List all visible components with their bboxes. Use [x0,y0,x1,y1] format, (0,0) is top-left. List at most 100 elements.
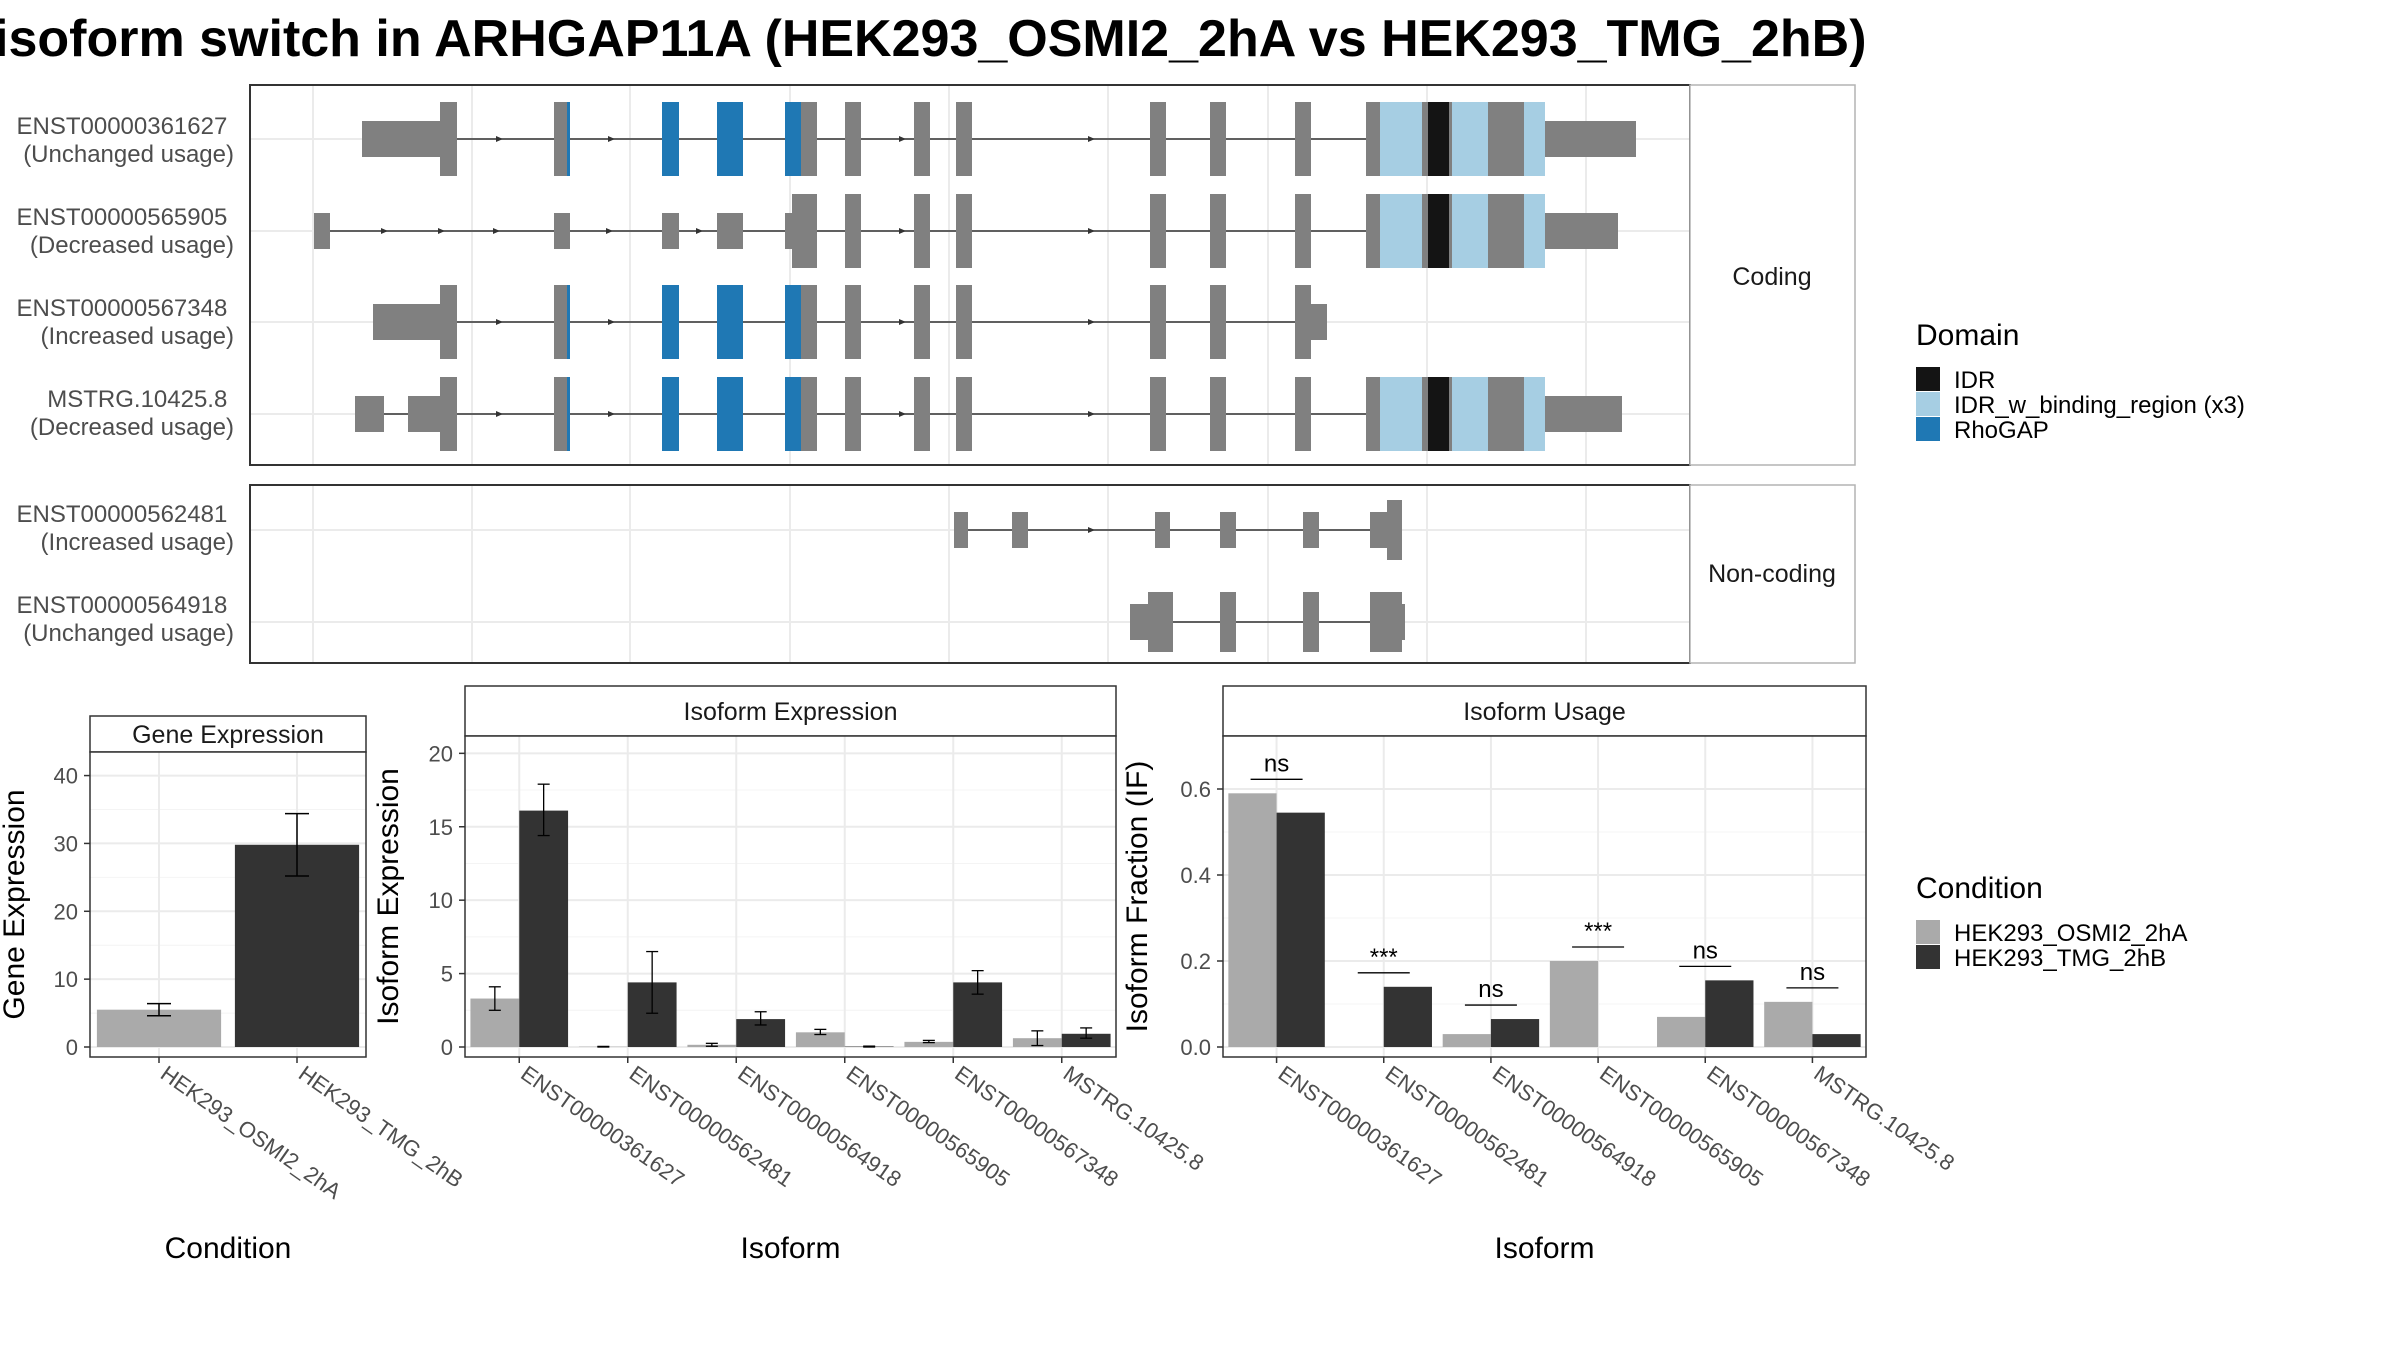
exon [1295,194,1311,268]
bar [1228,793,1277,1047]
panel-border [1222,735,1867,1058]
transcript-label: ENST00000564918 (Unchanged usage) [16,592,234,647]
exon [1387,500,1402,560]
significance-label: ns [1800,959,1825,986]
idr-binding-region-domain [1452,194,1488,268]
y-tick-label: 0.0 [1180,1035,1211,1060]
condition-legend-title: Condition [1916,872,2043,905]
idr-binding-region-domain [1524,102,1545,176]
rhogap-domain [717,377,743,451]
transcript-id: ENST00000562481 [16,501,227,528]
legend-key-idr-binding [1916,392,1940,416]
strand-arrow [1088,411,1095,417]
facet-strip [89,715,367,753]
exon [792,194,817,268]
exon [1545,396,1622,432]
significance-label: ns [1478,976,1503,1003]
rhogap-domain [567,102,570,176]
exon [1012,512,1028,548]
legend-key-idr [1916,367,1940,391]
bar [904,1041,954,1047]
transcript-label: MSTRG.10425.8 (Decreased usage) [30,386,234,441]
facet-strip-label: Gene Expression [132,721,324,749]
noncoding-transcript-labels: ENST00000562481 (Increased usage) ENST00… [16,501,234,647]
exon [1148,592,1173,652]
idr-binding-region-domain [1380,194,1422,268]
legend-key-rhogap [1916,417,1940,441]
exon [554,102,570,176]
figure-title: isoform switch in ARHGAP11A (HEK293_OSMI… [0,10,1867,68]
legend-label-idr-binding: IDR_w_binding_region (x3) [1954,392,2245,419]
plot-background [465,736,1116,1057]
strand-arrow [493,228,500,234]
exon [914,102,930,176]
significance-label: ns [1264,750,1289,777]
exon [914,194,930,268]
exon [1300,304,1327,340]
legend-key-cond-b [1916,945,1940,969]
transcript-label: ENST00000562481 (Increased usage) [16,501,234,556]
y-tick-label: 0.2 [1180,949,1211,974]
noncoding-strip-label: Non-coding [1708,560,1836,588]
transcript-track [355,377,1622,451]
y-axis-title: Isoform Expression [372,768,405,1025]
strand-arrow [899,136,906,142]
bar [1061,1033,1111,1047]
isoform-expression-chart: Isoform Expression05101520ENST0000036162… [372,685,1208,1265]
exon [1150,285,1166,359]
exon [1155,512,1170,548]
y-tick-label: 15 [429,815,453,840]
strand-arrow [496,319,503,325]
coding-transcript-tracks [314,102,1636,451]
exon [1220,512,1236,548]
exon [954,512,968,548]
domain-legend: Domain IDR IDR_w_binding_region (x3) Rho… [1916,319,2245,444]
y-tick-label: 10 [54,967,78,992]
exon [1303,592,1319,652]
transcript-label: ENST00000565905 (Decreased usage) [16,204,234,259]
y-tick-label: 40 [54,764,78,789]
condition-legend: Condition HEK293_OSMI2_2hA HEK293_TMG_2h… [1916,872,2187,972]
idr-domain [1428,194,1449,268]
significance-label: *** [1584,918,1612,945]
transcript-id: ENST00000361627 [16,113,227,140]
rhogap-domain [785,285,801,359]
facet-strip-label: Isoform Usage [1463,698,1626,726]
bar [1764,1001,1813,1047]
transcript-usage: (Unchanged usage) [23,141,234,168]
strand-arrow [608,411,615,417]
exon [373,304,440,340]
y-tick-label: 20 [54,899,78,924]
bar [519,810,569,1047]
exon [314,213,330,249]
strand-arrow [496,411,503,417]
coding-strip-box [1689,84,1856,466]
x-axis-title: Isoform [1494,1232,1594,1265]
facet-strip-label: Isoform Expression [684,698,898,726]
idr-binding-region-domain [1452,102,1488,176]
idr-domain [1428,102,1449,176]
transcript-usage: (Decreased usage) [30,414,234,441]
exon [440,102,457,176]
transcript-label: ENST00000567348 (Increased usage) [16,295,234,350]
bar [1490,1019,1540,1047]
exon [1210,285,1226,359]
strand-arrow [1088,228,1095,234]
exon [845,194,861,268]
coding-transcript-labels: ENST00000361627 (Unchanged usage) ENST00… [16,113,234,441]
exon [1295,102,1311,176]
transcript-track [362,102,1636,176]
x-axis-title: Isoform [740,1232,840,1265]
exon [1150,377,1166,451]
transcript-usage: (Decreased usage) [30,232,234,259]
exon [845,285,861,359]
idr-domain [1428,377,1449,451]
strand-arrow [1088,136,1095,142]
rhogap-domain [567,285,570,359]
exon [1370,512,1390,548]
exon [845,102,861,176]
noncoding-transcript-tracks [954,500,1405,652]
strand-arrow [438,228,445,234]
exon [785,213,792,249]
